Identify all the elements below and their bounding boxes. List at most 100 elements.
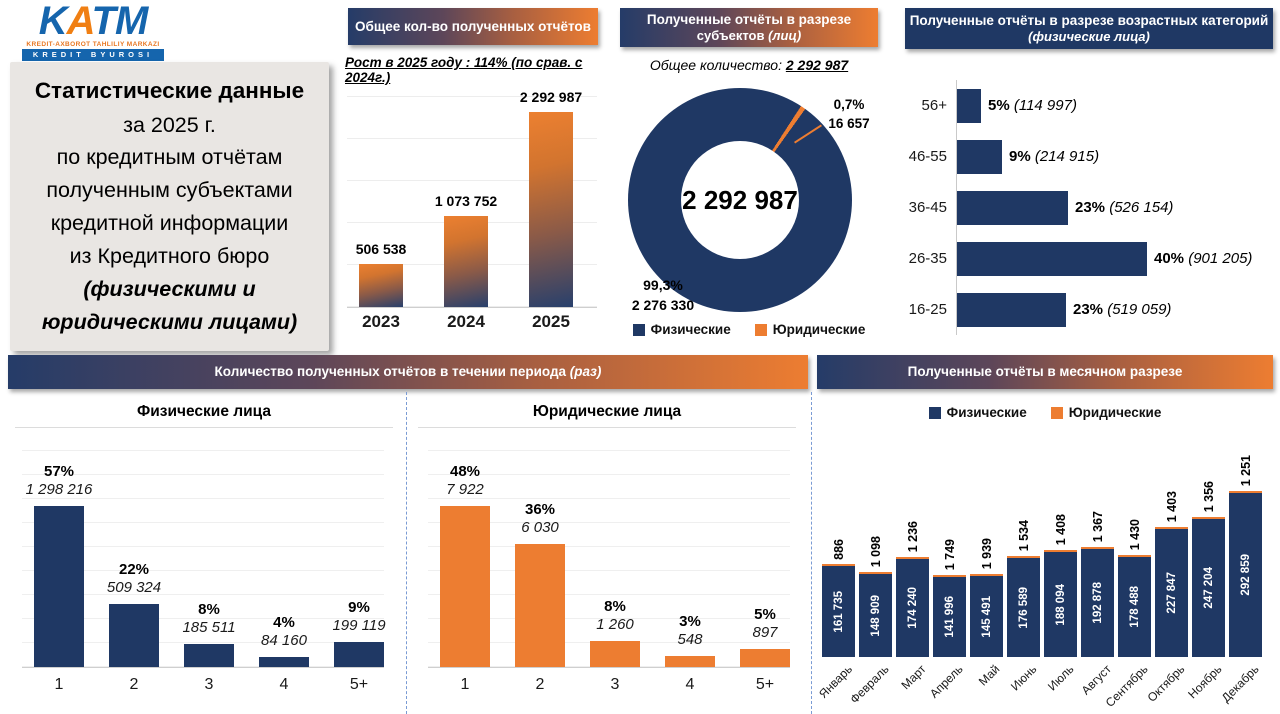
period-bar-percent: 5%	[754, 605, 776, 623]
period-bar-value: 7 922	[446, 481, 484, 499]
period-bar	[334, 642, 384, 667]
legend-swatch-orange	[754, 323, 767, 336]
period-bar-group: 57% 1 298 216	[26, 463, 92, 667]
monthly-category: Октябрь	[1145, 662, 1188, 705]
period-bar-value: 6 030	[521, 519, 559, 537]
monthly-bar-group: 1 430 178 488	[1118, 519, 1151, 657]
monthly-yur-value: 1 098	[868, 536, 883, 568]
title-line: кредитной информации	[50, 211, 289, 236]
period-bar-percent: 48%	[449, 462, 481, 480]
logo-band: KREDIT BYUROSI	[22, 49, 164, 61]
period-bar	[740, 649, 790, 667]
age-row: 26-35 40% (901 205)	[903, 233, 1275, 284]
monthly-fiz-segment: 145 491	[970, 576, 1003, 657]
monthly-fiz-value: 292 859	[1239, 554, 1252, 596]
period-bar-category: 4	[279, 676, 289, 693]
age-bar-track: 5% (114 997)	[956, 80, 1275, 131]
title-line: Статистические данные	[34, 78, 305, 104]
period-bar-category: 1	[460, 676, 470, 693]
period-fiz-title: Физические лица	[15, 403, 393, 428]
monthly-chart-plot: 886 161 735 1 098 148 909 1 236 174 240 1 749 1…	[822, 440, 1266, 657]
period-bar-category: 2	[129, 676, 139, 693]
monthly-bar-group: 1 236 174 240	[896, 521, 929, 657]
period-bar-category: 4	[685, 676, 695, 693]
monthly-yur-segment	[1118, 554, 1151, 557]
period-bar-group: 36% 6 030	[515, 501, 565, 667]
monthly-legend: Физические Юридические	[817, 405, 1273, 420]
monthly-category: Ноябрь	[1185, 662, 1225, 702]
period-bar-category: 5+	[755, 676, 775, 693]
monthly-fiz-segment: 178 488	[1118, 557, 1151, 657]
age-row: 46-55 9% (214 915)	[903, 131, 1275, 182]
period-bar-category: 1	[54, 676, 64, 693]
title-line: (физическими и	[83, 277, 256, 302]
age-chart-plot: 56+ 5% (114 997) 46-55 9% (214 915) 36-45 23%…	[903, 80, 1275, 335]
monthly-yur-segment	[1229, 490, 1262, 493]
period-bar	[259, 657, 309, 667]
age-bar-track: 23% (526 154)	[956, 182, 1275, 233]
monthly-section-banner: Полученные отчёты в месячном разрезе	[817, 355, 1273, 389]
period-bar-category: 3	[204, 676, 214, 693]
monthly-bar-group: 1 403 227 847	[1155, 491, 1188, 657]
age-bar-track: 9% (214 915)	[956, 131, 1275, 182]
monthly-yur-segment	[1155, 526, 1188, 529]
monthly-yur-segment	[933, 574, 966, 577]
monthly-fiz-value: 192 878	[1091, 582, 1104, 624]
monthly-bar-group: 1 367 192 878	[1081, 511, 1114, 657]
monthly-fiz-segment: 141 996	[933, 577, 966, 657]
monthly-fiz-segment: 188 094	[1044, 552, 1077, 657]
period-yur-categories: 1 2 3 4 5+	[428, 676, 790, 694]
period-bar-value: 185 511	[182, 619, 236, 637]
monthly-yur-segment	[1081, 546, 1114, 549]
legend-swatch-navy	[632, 323, 645, 336]
period-bar-category: 5+	[349, 676, 369, 693]
period-bar	[515, 544, 565, 667]
subjects-header-line1: Полученные отчёты в разрезе	[646, 11, 852, 27]
legend-swatch-orange	[1050, 406, 1063, 419]
age-category-label: 46-55	[908, 148, 947, 165]
legend-item-fiz: Физические	[928, 405, 1027, 420]
legend-swatch-navy	[928, 406, 941, 419]
title-card: Статистические данные за 2025 г. по кред…	[10, 62, 329, 351]
age-category-label: 26-35	[908, 250, 947, 267]
period-section-banner: Количество полученных отчётов в течении …	[8, 355, 808, 389]
age-category-label: 56+	[921, 97, 947, 114]
monthly-bar-group: 886 161 735	[822, 539, 855, 657]
donut-label-big-slice: 99,3% 2 276 330	[631, 277, 695, 313]
yearly-bar-category: 2024	[447, 312, 485, 331]
monthly-fiz-value: 174 240	[906, 587, 919, 629]
katm-logo: KATM KREDIT-AXBOROT TAHLILIY MARKAZI KRE…	[22, 1, 164, 61]
yearly-bar-category: 2025	[532, 312, 570, 331]
monthly-yur-value: 1 236	[905, 521, 920, 553]
monthly-bar-group: 1 098 148 909	[859, 536, 892, 657]
monthly-fiz-value: 141 996	[943, 596, 956, 638]
period-bar	[184, 644, 234, 667]
age-bar-track: 23% (519 059)	[956, 284, 1275, 335]
monthly-fiz-segment: 292 859	[1229, 493, 1262, 657]
age-bar-label: 23% (526 154)	[1075, 199, 1174, 216]
age-category-label: 36-45	[908, 199, 947, 216]
monthly-fiz-segment: 148 909	[859, 574, 892, 657]
yearly-bar	[444, 216, 488, 307]
period-bar-group: 48% 7 922	[440, 462, 490, 667]
period-bar-value: 199 119	[332, 617, 386, 635]
monthly-fiz-value: 145 491	[980, 595, 993, 638]
monthly-bar-group: 1 749 141 996	[933, 539, 966, 657]
title-line: из Кредитного бюро	[69, 244, 270, 269]
monthly-yur-value: 886	[831, 538, 846, 560]
monthly-yur-value: 1 430	[1127, 519, 1142, 551]
monthly-fiz-value: 227 847	[1165, 572, 1178, 614]
period-bar-percent: 8%	[604, 597, 626, 615]
monthly-bar-group: 1 251 292 859	[1229, 455, 1262, 657]
period-bar-group: 8% 185 511	[182, 601, 236, 667]
age-bar	[957, 292, 1066, 327]
age-header-text: Полученные отчёты в разрезе возрастных к…	[909, 12, 1269, 28]
dashed-divider	[811, 392, 812, 714]
monthly-fiz-value: 178 488	[1128, 586, 1141, 628]
period-bar-category: 3	[610, 676, 620, 693]
monthly-fiz-value: 176 589	[1017, 586, 1030, 629]
period-bar-percent: 9%	[348, 598, 370, 616]
donut-center-value: 2 292 987	[682, 184, 798, 215]
period-bar-percent: 22%	[118, 560, 150, 578]
